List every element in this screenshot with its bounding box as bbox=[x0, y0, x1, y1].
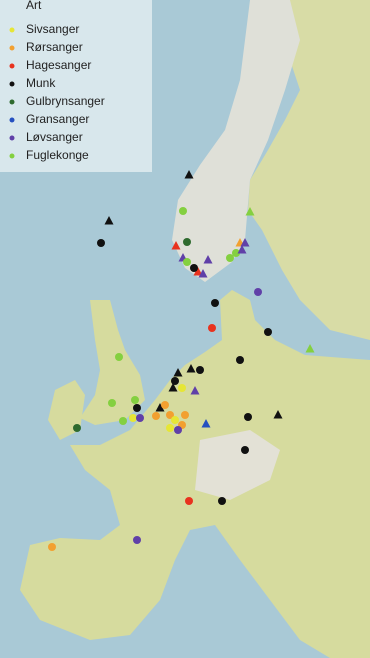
legend-swatch bbox=[9, 153, 15, 159]
marker-circle bbox=[161, 401, 169, 409]
marker-circle bbox=[108, 399, 116, 407]
legend-label: Løvsanger bbox=[26, 130, 83, 144]
marker-circle bbox=[133, 536, 141, 544]
legend-swatch bbox=[9, 45, 15, 51]
legend-swatch bbox=[9, 27, 15, 33]
legend-swatch bbox=[9, 99, 15, 105]
marker-circle bbox=[179, 207, 187, 215]
marker-circle bbox=[185, 497, 193, 505]
marker-triangle bbox=[190, 386, 200, 395]
marker-circle bbox=[232, 249, 240, 257]
marker-triangle bbox=[104, 216, 114, 225]
marker-triangle bbox=[203, 255, 213, 264]
marker-circle bbox=[264, 328, 272, 336]
marker-circle bbox=[226, 254, 234, 262]
norway bbox=[172, 0, 300, 282]
marker-circle bbox=[174, 426, 182, 434]
legend: Art Sivsanger Rørsanger Hagesanger Munk Gulb… bbox=[0, 0, 152, 172]
marker-circle bbox=[208, 324, 216, 332]
marker-circle bbox=[115, 353, 123, 361]
marker-circle bbox=[166, 411, 174, 419]
marker-circle bbox=[73, 424, 81, 432]
marker-circle bbox=[190, 264, 198, 272]
marker-triangle bbox=[155, 403, 165, 412]
marker-triangle bbox=[245, 207, 255, 216]
marker-triangle bbox=[193, 267, 203, 276]
marker-circle bbox=[152, 412, 160, 420]
marker-circle bbox=[136, 414, 144, 422]
marker-triangle bbox=[305, 344, 315, 353]
legend-label: Fuglekonge bbox=[26, 148, 89, 162]
marker-circle bbox=[133, 404, 141, 412]
marker-triangle bbox=[273, 410, 283, 419]
marker-circle bbox=[171, 416, 179, 424]
legend-label: Gransanger bbox=[26, 112, 89, 126]
marker-circle bbox=[119, 417, 127, 425]
marker-triangle bbox=[186, 364, 196, 373]
markers bbox=[48, 170, 315, 551]
marker-triangle bbox=[237, 245, 247, 254]
marker-circle bbox=[171, 377, 179, 385]
marker-triangle bbox=[184, 170, 194, 179]
legend-swatch bbox=[9, 63, 15, 69]
legend-swatch bbox=[9, 135, 15, 141]
legend-swatch bbox=[9, 81, 15, 87]
britain bbox=[80, 300, 145, 425]
marker-circle bbox=[48, 543, 56, 551]
marker-circle bbox=[183, 238, 191, 246]
marker-circle bbox=[166, 424, 174, 432]
marker-circle bbox=[97, 239, 105, 247]
marker-circle bbox=[181, 411, 189, 419]
legend-title: Art bbox=[26, 0, 42, 12]
sweden bbox=[248, 0, 370, 340]
marker-circle bbox=[129, 414, 137, 422]
marker-circle bbox=[183, 258, 191, 266]
marker-circle bbox=[236, 356, 244, 364]
legend-label: Gulbrynsanger bbox=[26, 94, 105, 108]
marker-circle bbox=[178, 384, 186, 392]
marker-triangle bbox=[198, 269, 208, 278]
marker-circle bbox=[211, 299, 219, 307]
marker-circle bbox=[241, 446, 249, 454]
marker-circle bbox=[244, 413, 252, 421]
legend-label: Rørsanger bbox=[26, 40, 83, 54]
legend-swatch bbox=[9, 117, 15, 123]
legend-label: Hagesanger bbox=[26, 58, 91, 72]
marker-triangle bbox=[173, 368, 183, 377]
marker-triangle bbox=[201, 419, 211, 428]
marker-circle bbox=[131, 396, 139, 404]
continent bbox=[20, 290, 370, 658]
legend-box bbox=[0, 0, 152, 172]
legend-label: Munk bbox=[26, 76, 56, 90]
marker-circle bbox=[196, 366, 204, 374]
legend-label: Sivsanger bbox=[26, 22, 79, 36]
alps bbox=[195, 430, 280, 500]
marker-triangle bbox=[171, 241, 181, 250]
marker-triangle bbox=[240, 238, 250, 247]
marker-triangle bbox=[168, 383, 178, 392]
marker-circle bbox=[254, 288, 262, 296]
marker-circle bbox=[218, 497, 226, 505]
